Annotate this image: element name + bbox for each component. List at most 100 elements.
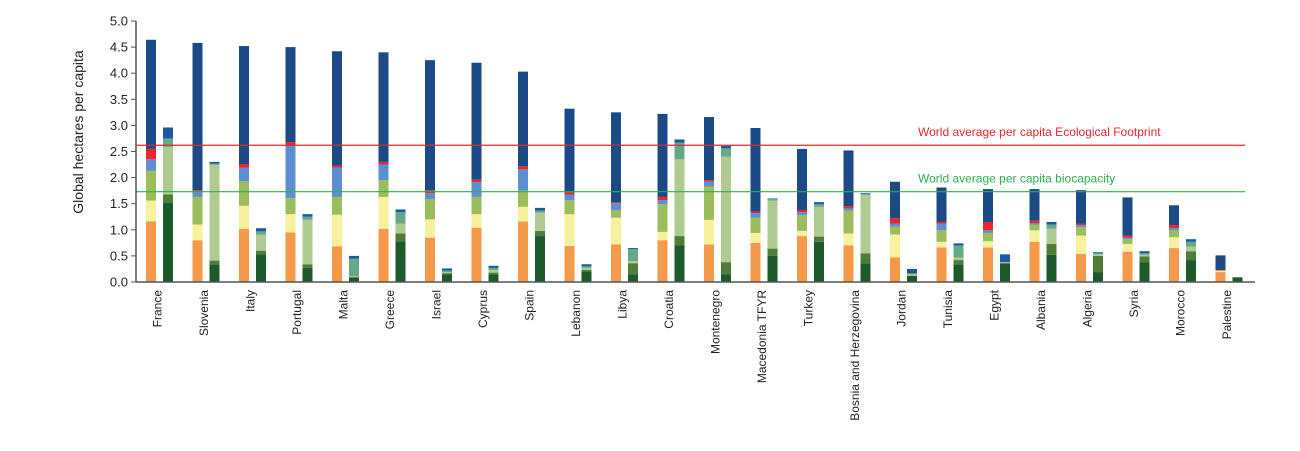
biocapacity-bar-segment: [767, 248, 778, 256]
footprint-bar-segment: [564, 214, 575, 246]
footprint-bar-segment: [704, 180, 714, 182]
footprint-bar-segment: [518, 221, 528, 282]
biocapacity-bar-segment: [860, 194, 871, 195]
biocapacity-bar-segment: [1093, 255, 1103, 273]
biocapacity-bar-segment: [628, 248, 638, 250]
footprint-bar-segment: [1122, 237, 1133, 240]
footprint-bar-segment: [657, 240, 668, 282]
y-tick-label: 0.5: [110, 248, 128, 263]
category-labels: France Slovenia Italy Portugal Malta Greece Is…: [151, 289, 1235, 420]
footprint-bar-segment: [1076, 253, 1086, 282]
footprint-bar-segment: [471, 179, 482, 183]
footprint-bar-segment: [611, 244, 621, 282]
biocapacity-bar-segment: [1000, 262, 1010, 264]
footprint-bar-segment: [285, 197, 296, 215]
category-label: Tunisia: [941, 290, 955, 329]
category-label: Cyprus: [476, 290, 490, 328]
biocapacity-bar-segment: [1139, 256, 1150, 263]
y-tick-label: 5.0: [110, 14, 128, 29]
biocapacity-bar-segment: [628, 274, 638, 282]
biocapacity-bar-segment: [1186, 260, 1196, 282]
footprint-bar-segment: [425, 199, 435, 220]
footprint-bar-segment: [704, 181, 714, 187]
footprint-bar-segment: [564, 108, 575, 193]
footprint-bar-segment: [1122, 243, 1133, 252]
biocapacity-bar-segment: [581, 266, 592, 268]
biocapacity-bar-segment: [163, 138, 173, 147]
footprint-bar-segment: [378, 164, 389, 181]
footprint-bar-segment: [239, 228, 249, 282]
biocapacity-bar-segment: [395, 212, 406, 224]
biocapacity-bar-segment: [721, 156, 731, 263]
footprint-bar-segment: [192, 196, 203, 225]
biocapacity-bar-segment: [488, 274, 499, 282]
category-label: Jordan: [895, 290, 909, 327]
footprint-bar-segment: [936, 247, 947, 282]
footprint-bar-segment: [332, 246, 342, 282]
footprint-bar-segment: [983, 247, 993, 282]
footprint-bar-segment: [936, 223, 947, 231]
footprint-bar-segment: [1076, 225, 1086, 228]
footprint-bar-segment: [1215, 272, 1226, 282]
category-label: Italy: [244, 290, 258, 312]
footprint-bar-segment: [564, 200, 575, 215]
biocapacity-bar-segment: [488, 267, 499, 270]
biocapacity-bar-segment: [302, 267, 313, 282]
category-label: Spain: [523, 290, 537, 321]
y-tick-label: 1.0: [110, 222, 128, 237]
footprint-bar-segment: [890, 257, 900, 282]
biocapacity-bar-segment: [442, 274, 452, 282]
footprint-bar-segment: [239, 164, 249, 168]
footprint-bar-segment: [146, 148, 156, 160]
biocapacity-bar-segment: [1093, 253, 1103, 255]
biocapacity-bar-segment: [721, 148, 731, 157]
biocapacity-bar-segment: [349, 276, 359, 277]
biocapacity-bar-segment: [1093, 252, 1103, 254]
footprint-bar-segment: [564, 245, 575, 282]
biocapacity-bar-segment: [814, 236, 824, 242]
footprint-bar-segment: [1076, 223, 1086, 226]
biocapacity-bar-segment: [488, 269, 499, 273]
y-tick-label: 3.5: [110, 92, 128, 107]
footprint-bar-segment: [1122, 251, 1133, 282]
biocapacity-bar-segment: [488, 272, 499, 275]
biocapacity-bar-segment: [535, 212, 545, 231]
footprint-bar-segment: [425, 237, 435, 282]
footprint-bar-segment: [843, 208, 854, 211]
biocapacity-bar-segment: [581, 267, 592, 270]
biocapacity-bar-segment: [814, 204, 824, 207]
footprint-bar-segment: [146, 39, 156, 149]
biocapacity-bar-segment: [442, 273, 452, 275]
biocapacity-bar-segment: [1046, 221, 1057, 225]
footprint-bar-segment: [611, 209, 621, 218]
category-label: Macedonia TFYR: [755, 290, 769, 383]
biocapacity-bar-segment: [488, 265, 499, 268]
biocapacity-bar-segment: [953, 245, 964, 258]
category-label: Albania: [1034, 290, 1048, 330]
footprint-bar-segment: [936, 230, 947, 242]
biocapacity-bar-segment: [1046, 243, 1057, 255]
footprint-bar-segment: [471, 196, 482, 215]
biocapacity-bar-segment: [395, 241, 406, 282]
footprint-bar-segment: [750, 211, 761, 214]
footprint-bar-segment: [983, 232, 993, 242]
footprint-bar-segment: [750, 242, 761, 282]
footprint-bar-segment: [146, 200, 156, 222]
footprint-bar-segment: [1169, 248, 1179, 282]
biocapacity-bar-segment: [349, 277, 359, 282]
biocapacity-bar-segment: [860, 193, 871, 195]
category-label: Libya: [616, 290, 630, 319]
biocapacity-bar-segment: [256, 254, 266, 282]
footprint-bar-segment: [657, 200, 668, 205]
footprint-bar-segment: [843, 150, 854, 207]
biocapacity-bar-segment: [767, 198, 778, 200]
category-label: Israel: [430, 290, 444, 319]
biocapacity-bar-segment: [907, 268, 917, 274]
footprint-bar-segment: [704, 219, 714, 245]
footprint-bar-segment: [285, 145, 296, 198]
footprint-bar-segment: [797, 148, 807, 210]
footprint-bar-segment: [425, 193, 435, 200]
category-label: Algeria: [1081, 290, 1095, 328]
footprint-bar-segment: [1169, 228, 1179, 231]
footprint-bar-segment: [425, 60, 435, 191]
